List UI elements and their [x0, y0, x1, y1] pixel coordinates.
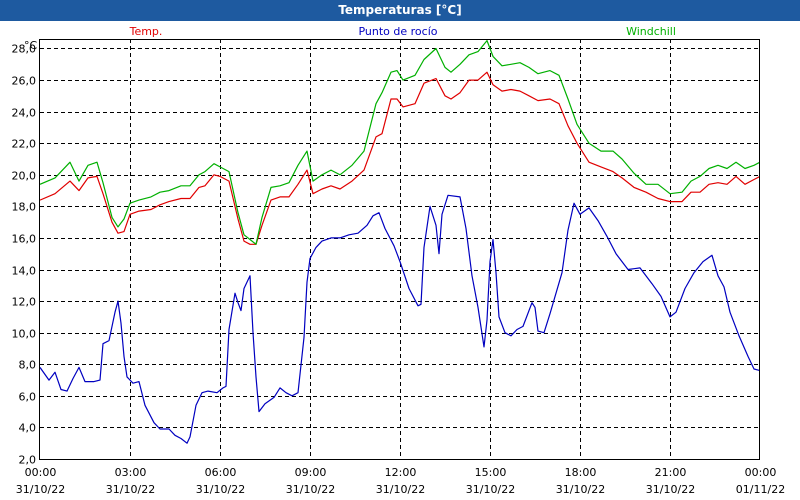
y-tick-label: 12,0 [12, 296, 37, 309]
y-tick-label: 6,0 [19, 391, 37, 404]
x-tick-date: 31/10/22 [106, 483, 155, 496]
y-tick-label: 28,0 [12, 43, 37, 56]
x-tick-time: 00:00 [745, 466, 777, 479]
legend-entry: Windchill [626, 25, 676, 38]
x-tick-time: 18:00 [565, 466, 597, 479]
legend-entry: Temp. [129, 25, 163, 38]
y-tick-labels: 2,0 4,0 6,0 8,0 10,0 12,0 14,0 16,0 18,0 20,0 22,0… [12, 43, 37, 467]
legend-entry: Punto de rocío [358, 25, 437, 38]
plot-frame [39, 39, 760, 460]
y-tick-label: 20,0 [12, 170, 37, 183]
x-tick-date: 31/10/22 [646, 483, 695, 496]
x-tick-time: 21:00 [655, 466, 687, 479]
window-title: Temperaturas [°C] [0, 0, 800, 21]
y-axis-label: °C [24, 39, 38, 52]
y-tick-label: 10,0 [12, 328, 37, 341]
temperature-chart: 2,0 4,0 6,0 8,0 10,0 12,0 14,0 16,0 18,0 20,0 22,0… [12, 25, 786, 496]
series-line-1 [40, 194, 760, 444]
x-tick-date: 31/10/22 [556, 483, 605, 496]
x-tick-date: 31/10/22 [376, 483, 425, 496]
chart-panel: 2,0 4,0 6,0 8,0 10,0 12,0 14,0 16,0 18,0 20,0 22,0… [0, 21, 800, 500]
y-tick-label: 2,0 [19, 454, 37, 467]
y-tick-label: 8,0 [19, 359, 37, 372]
y-tick-label: 26,0 [12, 75, 37, 88]
y-tick-label: 14,0 [12, 265, 37, 278]
grid-lines [40, 39, 760, 460]
x-tick-time: 12:00 [385, 466, 417, 479]
y-tick-label: 4,0 [19, 422, 37, 435]
x-tick-time: 03:00 [115, 466, 147, 479]
x-tick-date: 01/11/22 [736, 483, 785, 496]
x-tick-date: 31/10/22 [466, 483, 515, 496]
x-tick-labels: 00:00 31/10/22 03:00 31/10/22 06:00 31/10/22 0… [16, 466, 785, 496]
y-tick-label: 22,0 [12, 138, 37, 151]
y-tick-label: 16,0 [12, 233, 37, 246]
x-tick-time: 06:00 [205, 466, 237, 479]
x-tick-date: 31/10/22 [286, 483, 335, 496]
x-tick-date: 31/10/22 [196, 483, 245, 496]
x-tick-time: 15:00 [475, 466, 507, 479]
x-tick-date: 31/10/22 [16, 483, 65, 496]
x-tick-time: 00:00 [25, 466, 57, 479]
y-tick-label: 24,0 [12, 107, 37, 120]
series-line-0 [40, 71, 760, 245]
series-lines [40, 40, 760, 444]
legend: Temp. Punto de rocío Windchill [129, 25, 676, 38]
x-tick-time: 09:00 [295, 466, 327, 479]
series-line-2 [40, 40, 760, 245]
y-tick-label: 18,0 [12, 201, 37, 214]
